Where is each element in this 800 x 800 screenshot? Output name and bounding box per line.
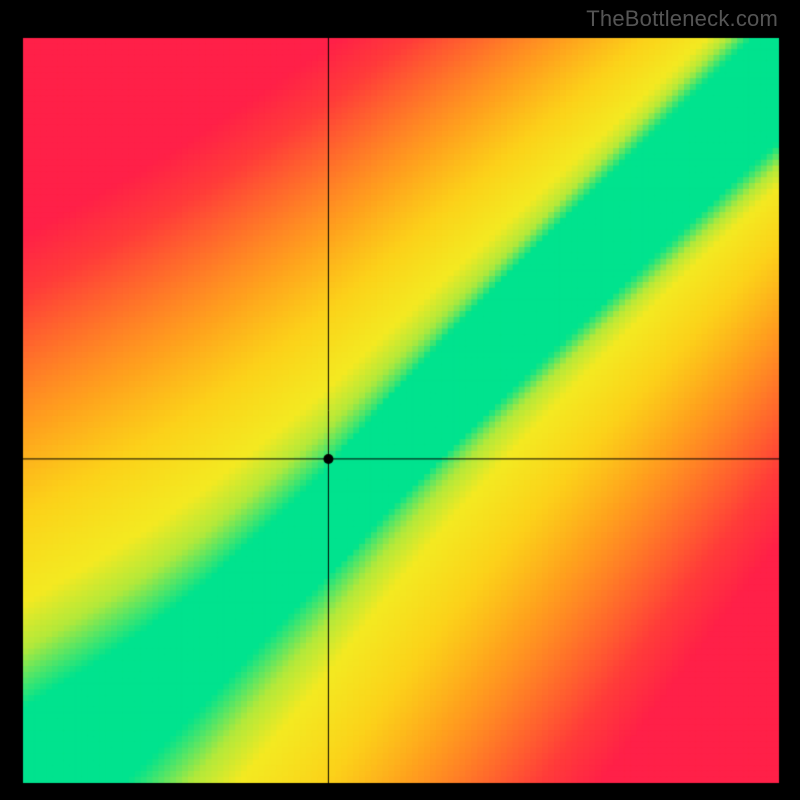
bottleneck-heatmap bbox=[0, 0, 800, 800]
chart-container: TheBottleneck.com bbox=[0, 0, 800, 800]
attribution-text: TheBottleneck.com bbox=[586, 6, 778, 32]
